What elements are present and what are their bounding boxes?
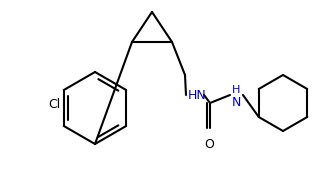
Text: H: H (232, 85, 240, 95)
Text: HN: HN (188, 88, 207, 102)
Text: N: N (232, 96, 241, 109)
Text: O: O (204, 138, 214, 151)
Text: Cl: Cl (49, 98, 61, 111)
